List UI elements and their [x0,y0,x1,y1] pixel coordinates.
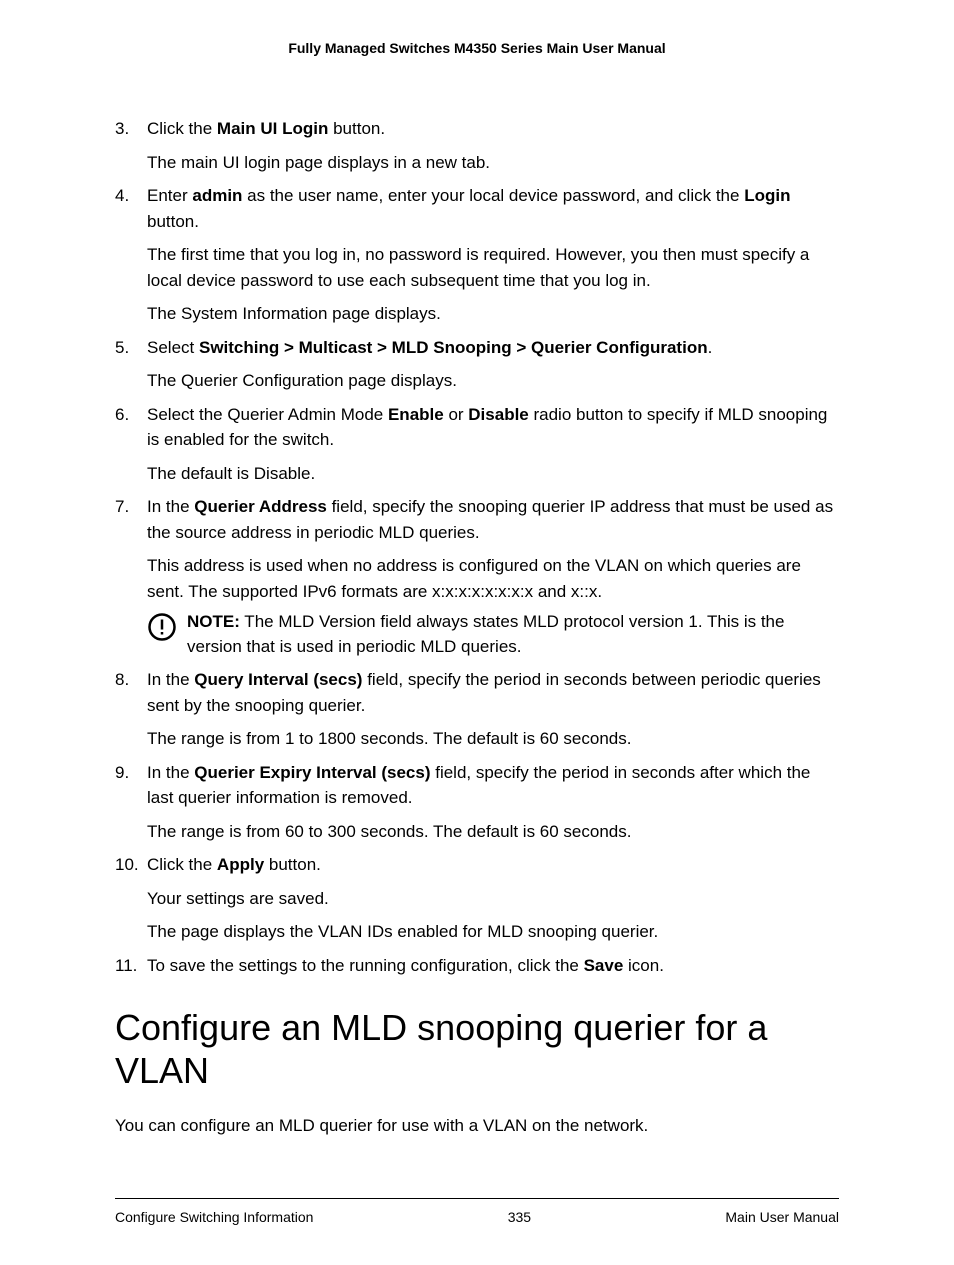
procedure-step: 7. In the Querier Address field, specify … [115,494,839,659]
procedure-list: 3. Click the Main UI Login button. The mai… [115,116,839,978]
step-paragraph: The range is from 60 to 300 seconds. The… [147,819,839,845]
text-run: Select the Querier Admin Mode [147,405,388,424]
step-paragraph: The System Information page displays. [147,301,839,327]
text-run: In the [147,497,194,516]
bold-text: admin [192,186,242,205]
step-paragraph: Click the Main UI Login button. [147,116,839,142]
procedure-step: 8. In the Query Interval (secs) field, sp… [115,667,839,752]
text-run: . [708,338,713,357]
page-header: Fully Managed Switches M4350 Series Main… [115,40,839,56]
text-run: The System Information page displays. [147,304,441,323]
text-run: or [444,405,469,424]
step-body: Select Switching > Multicast > MLD Snoop… [147,335,839,394]
procedure-step: 11. To save the settings to the running c… [115,953,839,979]
step-paragraph: The range is from 1 to 1800 seconds. The… [147,726,839,752]
text-run: Enter [147,186,192,205]
footer-divider [115,1198,839,1199]
step-number: 7. [115,494,129,520]
procedure-step: 6. Select the Querier Admin Mode Enable o… [115,402,839,487]
text-run: This address is used when no address is … [147,556,801,601]
text-run: In the [147,670,194,689]
bold-text: Save [584,956,624,975]
footer-center: 335 [508,1209,531,1225]
step-number: 8. [115,667,129,693]
text-run: The first time that you log in, no passw… [147,245,809,290]
step-paragraph: Your settings are saved. [147,886,839,912]
bold-text: Enable [388,405,444,424]
procedure-step: 4. Enter admin as the user name, enter yo… [115,183,839,327]
alert-icon [147,612,177,642]
bold-text: Query Interval (secs) [194,670,362,689]
step-body: In the Querier Expiry Interval (secs) fi… [147,760,839,845]
step-paragraph: The Querier Configuration page displays. [147,368,839,394]
text-run: Your settings are saved. [147,889,329,908]
bold-text: NOTE: [187,612,240,631]
text-run: The MLD Version field always states MLD … [187,612,784,656]
text-run: The default is Disable. [147,464,315,483]
step-number: 11. [115,953,137,979]
text-run: In the [147,763,194,782]
text-run: Click the [147,855,217,874]
text-run: button. [147,212,199,231]
step-body: In the Querier Address field, specify th… [147,494,839,659]
text-run: The Querier Configuration page displays. [147,371,457,390]
step-paragraph: In the Querier Expiry Interval (secs) fi… [147,760,839,811]
bold-text: Disable [468,405,528,424]
step-paragraph: In the Querier Address field, specify th… [147,494,839,545]
step-body: Click the Main UI Login button. The main … [147,116,839,175]
step-body: Select the Querier Admin Mode Enable or … [147,402,839,487]
step-paragraph: The first time that you log in, no passw… [147,242,839,293]
step-number: 9. [115,760,129,786]
text-run: Click the [147,119,217,138]
step-paragraph: To save the settings to the running conf… [147,953,839,979]
bold-text: Apply [217,855,264,874]
step-paragraph: Select Switching > Multicast > MLD Snoop… [147,335,839,361]
step-paragraph: In the Query Interval (secs) field, spec… [147,667,839,718]
note-block: NOTE: The MLD Version field always state… [147,610,839,659]
procedure-step: 3. Click the Main UI Login button. The mai… [115,116,839,175]
procedure-step: 9. In the Querier Expiry Interval (secs) … [115,760,839,845]
text-run: button. [328,119,385,138]
page-footer: Configure Switching Information 335 Main… [115,1209,839,1225]
procedure-step: 10. Click the Apply button. Your settings … [115,852,839,945]
text-run: The range is from 60 to 300 seconds. The… [147,822,631,841]
step-paragraph: Enter admin as the user name, enter your… [147,183,839,234]
section-intro: You can configure an MLD querier for use… [115,1113,839,1139]
text-run: as the user name, enter your local devic… [242,186,744,205]
document-page: Fully Managed Switches M4350 Series Main… [0,0,954,1265]
step-number: 6. [115,402,129,428]
text-run: To save the settings to the running conf… [147,956,584,975]
section-heading: Configure an MLD snooping querier for a … [115,1006,839,1092]
text-run: button. [264,855,321,874]
bold-text: Querier Address [194,497,327,516]
bold-text: Main UI Login [217,119,328,138]
text-run: Select [147,338,199,357]
step-number: 4. [115,183,129,209]
text-run: The page displays the VLAN IDs enabled f… [147,922,658,941]
step-paragraph: The page displays the VLAN IDs enabled f… [147,919,839,945]
text-run: The main UI login page displays in a new… [147,153,490,172]
step-paragraph: Click the Apply button. [147,852,839,878]
step-body: Enter admin as the user name, enter your… [147,183,839,327]
note-text: NOTE: The MLD Version field always state… [187,610,839,659]
bold-text: Login [744,186,790,205]
footer-right: Main User Manual [725,1209,839,1225]
footer-left: Configure Switching Information [115,1209,313,1225]
step-number: 10. [115,852,139,878]
step-body: Click the Apply button. Your settings are… [147,852,839,945]
step-body: To save the settings to the running conf… [147,953,839,979]
text-run: The range is from 1 to 1800 seconds. The… [147,729,631,748]
procedure-step: 5. Select Switching > Multicast > MLD Sno… [115,335,839,394]
step-paragraph: Select the Querier Admin Mode Enable or … [147,402,839,453]
step-paragraph: This address is used when no address is … [147,553,839,604]
step-paragraph: The default is Disable. [147,461,839,487]
step-number: 5. [115,335,129,361]
step-body: In the Query Interval (secs) field, spec… [147,667,839,752]
bold-text: Switching > Multicast > MLD Snooping > Q… [199,338,708,357]
bold-text: Querier Expiry Interval (secs) [194,763,430,782]
step-number: 3. [115,116,129,142]
step-paragraph: The main UI login page displays in a new… [147,150,839,176]
text-run: icon. [623,956,664,975]
